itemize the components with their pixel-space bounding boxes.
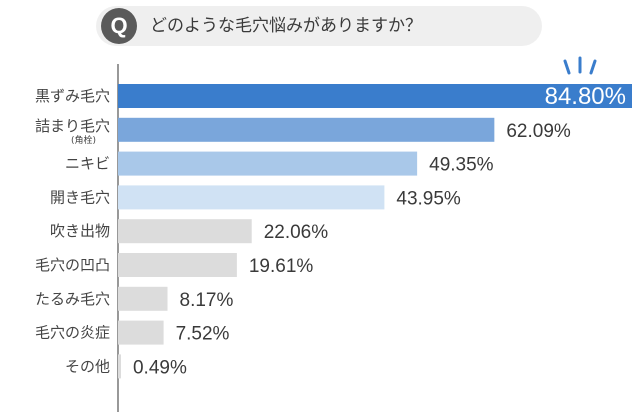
value-label-9: 0.49% [133, 357, 187, 378]
bar-3 [118, 151, 418, 176]
category-label-5: 吹き出物 [50, 222, 110, 240]
value-label-8: 7.52% [176, 324, 230, 345]
bar-6 [118, 253, 237, 277]
bar-9 [118, 354, 121, 379]
highlight-sparkle-icon [563, 56, 597, 75]
category-label-6: 毛穴の凹凸 [35, 256, 110, 274]
bar-5 [118, 219, 252, 244]
value-label-7: 8.17% [180, 290, 234, 311]
question-badge: Q [101, 8, 137, 44]
bar-1 [118, 84, 632, 108]
sparkle-stroke-right [589, 59, 597, 75]
value-label-2: 62.09% [506, 121, 571, 142]
category-label-4: 開き毛穴 [50, 188, 110, 206]
category-label-8: 毛穴の炎症 [35, 324, 110, 342]
bar-7 [118, 286, 168, 311]
value-label-3: 49.35% [429, 155, 494, 176]
value-label-1: 84.80% [545, 83, 626, 110]
bar-2 [118, 117, 495, 142]
value-label-6: 19.61% [249, 256, 314, 277]
question-text: どのような毛穴悩みがありますか？ [150, 16, 422, 36]
value-label-5: 22.06% [264, 222, 329, 243]
category-label-2: 詰まり毛穴 [35, 117, 110, 135]
category-note-2: (角栓) [71, 134, 96, 146]
category-label-1: 黒ずみ毛穴 [35, 87, 110, 105]
value-label-4: 43.95% [396, 188, 461, 209]
bar-8 [118, 320, 164, 345]
bar-4 [118, 185, 385, 210]
question-banner [96, 6, 542, 46]
category-label-9: その他 [65, 357, 110, 375]
sparkle-stroke-left [563, 59, 571, 75]
category-label-7: たるみ毛穴 [35, 290, 110, 308]
category-label-3: ニキビ [65, 155, 110, 173]
